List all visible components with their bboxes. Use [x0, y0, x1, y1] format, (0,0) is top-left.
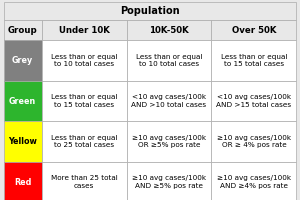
Text: Green: Green — [9, 97, 36, 106]
Bar — [127, 40, 212, 81]
Text: Red: Red — [14, 178, 31, 187]
Bar — [212, 20, 296, 40]
Bar — [212, 81, 296, 121]
Bar — [42, 20, 127, 40]
Text: ≥10 avg cases/100k
OR ≥5% pos rate: ≥10 avg cases/100k OR ≥5% pos rate — [132, 135, 206, 148]
Text: Group: Group — [8, 26, 38, 35]
Bar — [42, 40, 127, 81]
Bar — [42, 162, 127, 200]
Text: ≥10 avg cases/100k
OR ≥ 4% pos rate: ≥10 avg cases/100k OR ≥ 4% pos rate — [217, 135, 291, 148]
Bar — [127, 81, 212, 121]
Text: Yellow: Yellow — [8, 137, 37, 146]
Bar — [4, 40, 42, 81]
Bar — [4, 121, 42, 162]
Bar — [42, 81, 127, 121]
Text: Less than or equal
to 15 total cases: Less than or equal to 15 total cases — [221, 54, 287, 67]
Bar — [4, 2, 296, 20]
Text: Population: Population — [120, 6, 180, 16]
Text: <10 avg cases/100k
AND >15 total cases: <10 avg cases/100k AND >15 total cases — [216, 94, 292, 108]
Text: ≥10 avg cases/100k
AND ≥5% pos rate: ≥10 avg cases/100k AND ≥5% pos rate — [132, 175, 206, 189]
Bar — [4, 81, 42, 121]
Bar — [212, 40, 296, 81]
Bar — [127, 162, 212, 200]
Text: Less than or equal
to 10 total cases: Less than or equal to 10 total cases — [51, 54, 117, 67]
Text: More than 25 total
cases: More than 25 total cases — [51, 175, 118, 189]
Bar — [212, 121, 296, 162]
Text: Under 10K: Under 10K — [59, 26, 110, 35]
Bar — [127, 121, 212, 162]
Bar — [42, 121, 127, 162]
Text: Grey: Grey — [12, 56, 33, 65]
Text: ≥10 avg cases/100k
AND ≥4% pos rate: ≥10 avg cases/100k AND ≥4% pos rate — [217, 175, 291, 189]
Text: Over 50K: Over 50K — [232, 26, 276, 35]
Bar — [127, 20, 212, 40]
Bar — [212, 162, 296, 200]
Text: 10K-50K: 10K-50K — [149, 26, 189, 35]
Bar — [4, 162, 42, 200]
Bar — [4, 20, 42, 40]
Text: Less than or equal
to 10 total cases: Less than or equal to 10 total cases — [136, 54, 202, 67]
Text: Less than or equal
to 15 total cases: Less than or equal to 15 total cases — [51, 94, 117, 108]
Text: Less than or equal
to 25 total cases: Less than or equal to 25 total cases — [51, 135, 117, 148]
Text: <10 avg cases/100k
AND >10 total cases: <10 avg cases/100k AND >10 total cases — [131, 94, 207, 108]
